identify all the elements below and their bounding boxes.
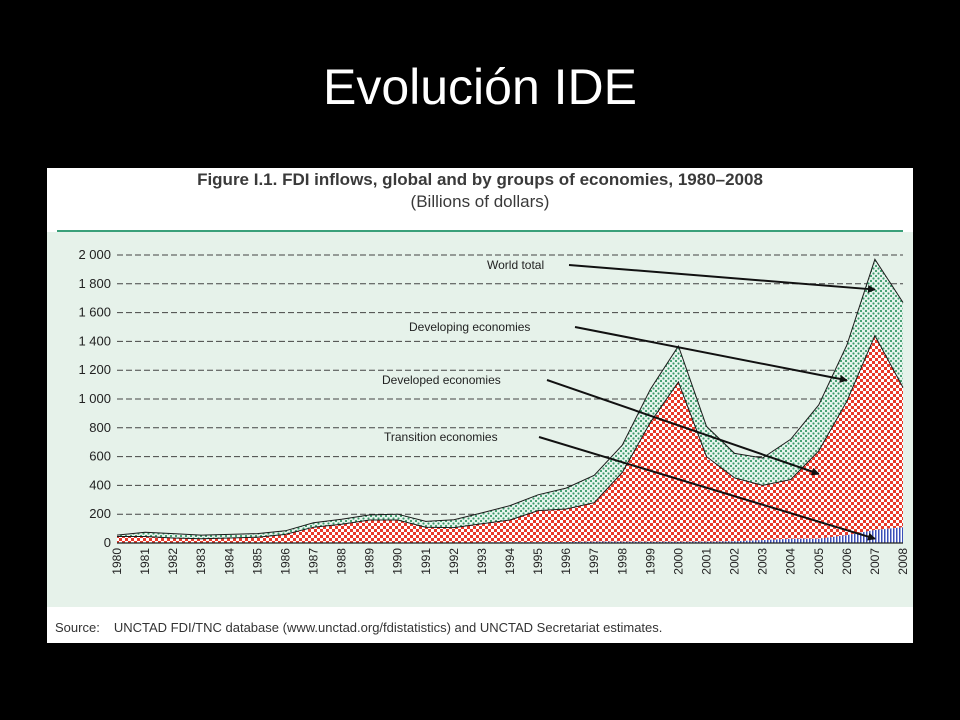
- x-tick-label: 1988: [335, 548, 349, 575]
- y-tick-label: 2 000: [78, 247, 111, 262]
- x-tick-label: 2002: [728, 548, 742, 575]
- x-tick-label: 1998: [615, 548, 629, 575]
- x-tick-label: 2007: [868, 548, 882, 575]
- annotation-arrow: [574, 326, 848, 383]
- x-tick-label: 1983: [194, 548, 208, 575]
- x-tick-label: 1980: [110, 548, 124, 575]
- annotation-label: Developing economies: [409, 320, 530, 334]
- x-tick-label: 1995: [531, 548, 545, 575]
- x-tick-label: 1996: [559, 548, 573, 575]
- y-tick-label: 400: [89, 477, 111, 492]
- x-tick-label: 1984: [222, 548, 236, 575]
- y-tick-label: 1 800: [78, 276, 111, 291]
- figure-header: Figure I.1. FDI inflows, global and by g…: [47, 168, 913, 230]
- x-tick-label: 1982: [166, 548, 180, 575]
- figure-divider: [57, 230, 903, 232]
- y-tick-label: 1 600: [78, 305, 111, 320]
- y-tick-label: 1 200: [78, 362, 111, 377]
- x-tick-label: 1989: [363, 548, 377, 575]
- y-tick-label: 800: [89, 420, 111, 435]
- y-tick-label: 600: [89, 449, 111, 464]
- x-tick-label: 1981: [138, 548, 152, 575]
- fdi-area-chart: 0 200 400 600 800 1 000 1 200 1 400 1 600 1 800 2 …: [47, 232, 913, 607]
- x-tick-label: 1992: [447, 548, 461, 575]
- x-tick-label: 2008: [896, 548, 910, 575]
- annotation-arrow: [538, 436, 876, 541]
- line-developing-economies-top: [116, 258, 904, 536]
- x-tick-label: 2003: [756, 548, 770, 575]
- y-tick-label: 1 000: [78, 391, 111, 406]
- x-tick-label: 1985: [250, 548, 264, 575]
- x-tick-label: 1994: [503, 548, 517, 575]
- figure-panel: Figure I.1. FDI inflows, global and by g…: [47, 168, 913, 643]
- area-developed-economies: [117, 335, 903, 543]
- x-tick-label: 2006: [840, 548, 854, 575]
- annotation-label: Developed economies: [382, 373, 501, 387]
- x-tick-label: 1999: [643, 548, 657, 575]
- area-transition-economies: [117, 527, 903, 543]
- x-tick-label: 1987: [307, 548, 321, 575]
- annotation-label: World total: [487, 258, 544, 272]
- x-tick-label: 2000: [671, 548, 685, 575]
- x-tick-label: 1991: [419, 548, 433, 575]
- figure-unit: (Billions of dollars): [410, 192, 550, 211]
- figure-source: Source: UNCTAD FDI/TNC database (www.unct…: [55, 620, 662, 635]
- x-tick-label: 2005: [812, 548, 826, 575]
- x-tick-label: 2001: [700, 548, 714, 575]
- source-text: UNCTAD FDI/TNC database (www.unctad.org/…: [113, 620, 663, 635]
- x-tick-label: 1993: [475, 548, 489, 575]
- plot-background: [47, 232, 913, 607]
- slide-title: Evolución IDE: [322, 59, 638, 115]
- x-tick-label: 1997: [587, 548, 601, 575]
- y-tick-label: 0: [104, 535, 111, 550]
- x-tick-label: 2004: [784, 548, 798, 575]
- annotation-arrow: [568, 264, 876, 293]
- source-label: Source:: [55, 620, 100, 635]
- annotation-arrow: [546, 379, 820, 476]
- x-tick-label: 1990: [391, 548, 405, 575]
- line-developed-economies-top: [117, 334, 904, 540]
- y-tick-label: 1 400: [78, 333, 111, 348]
- x-tick-label: 1986: [278, 548, 292, 575]
- y-tick-label: 200: [89, 506, 111, 521]
- annotation-label: Transition economies: [384, 430, 498, 444]
- figure-caption: Figure I.1. FDI inflows, global and by g…: [197, 170, 763, 189]
